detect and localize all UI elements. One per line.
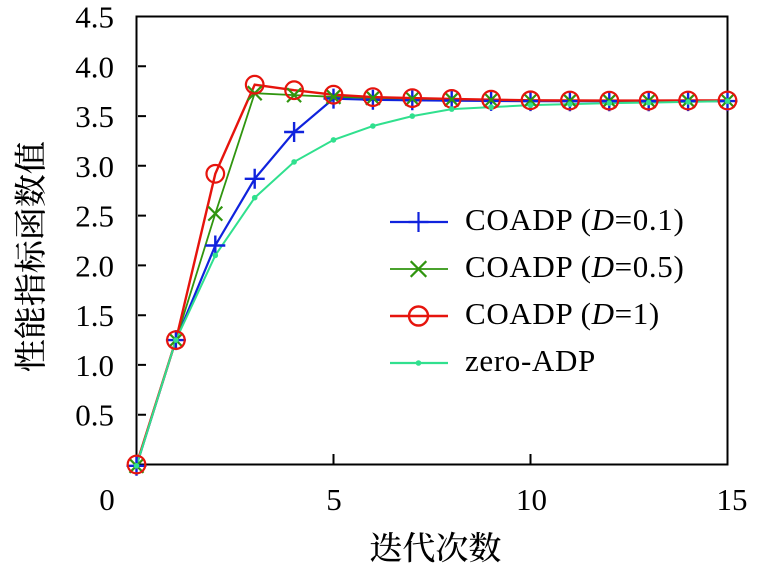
svg-text:zero-ADP: zero-ADP xyxy=(465,343,596,378)
svg-text:5: 5 xyxy=(326,482,342,517)
svg-text:0.5: 0.5 xyxy=(75,398,114,433)
svg-text:1.0: 1.0 xyxy=(75,348,114,383)
svg-text:15: 15 xyxy=(717,482,748,517)
svg-text:4.5: 4.5 xyxy=(75,0,114,35)
svg-text:1.5: 1.5 xyxy=(75,298,114,333)
svg-text:COADP (D=0.1): COADP (D=0.1) xyxy=(465,202,684,237)
svg-text:3.0: 3.0 xyxy=(75,149,114,184)
svg-text:0: 0 xyxy=(99,482,115,517)
svg-text:2.0: 2.0 xyxy=(75,248,114,283)
svg-text:COADP (D=1): COADP (D=1) xyxy=(465,296,660,331)
svg-text:10: 10 xyxy=(516,482,547,517)
svg-text:4.0: 4.0 xyxy=(75,49,114,84)
svg-text:3.5: 3.5 xyxy=(75,99,114,134)
svg-text:COADP (D=0.5): COADP (D=0.5) xyxy=(465,249,684,284)
svg-text:2.5: 2.5 xyxy=(75,199,114,234)
